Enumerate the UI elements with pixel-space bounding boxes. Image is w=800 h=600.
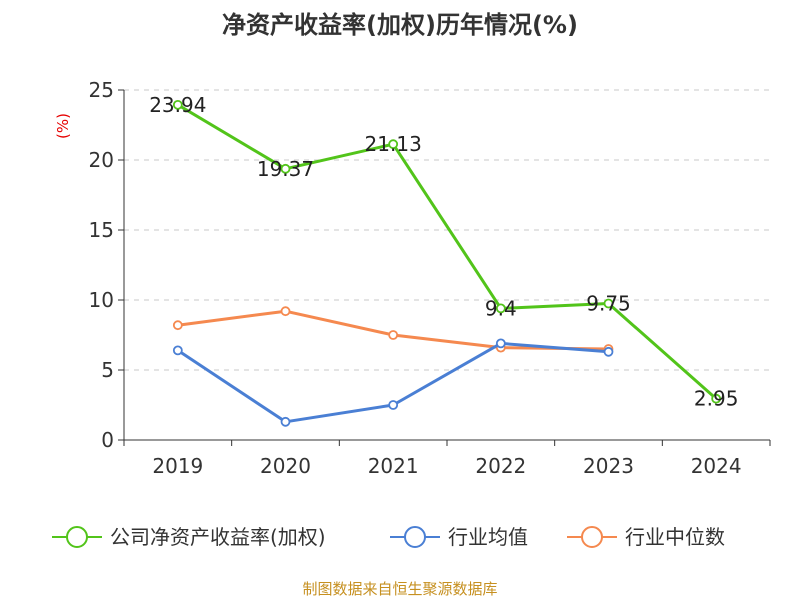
- legend-marker: [66, 526, 88, 548]
- data-label: 21.13: [365, 132, 422, 156]
- x-tick-label: 2019: [152, 454, 203, 478]
- y-axis-label: (%): [54, 113, 72, 139]
- data-label: 9.75: [586, 292, 631, 316]
- data-point: [172, 345, 183, 356]
- data-point: [711, 393, 722, 404]
- grid: [124, 89, 770, 371]
- y-tick-label: 15: [89, 218, 114, 242]
- data-point: [388, 400, 399, 410]
- legend-marker: [404, 526, 426, 548]
- chart-title: 净资产收益率(加权)历年情况(%): [222, 11, 578, 39]
- x-tick-label: 2021: [368, 454, 419, 478]
- data-point: [172, 320, 183, 331]
- y-tick-label: 20: [89, 148, 114, 172]
- series: [172, 99, 722, 427]
- y-tick-label: 10: [89, 288, 114, 312]
- legend-label: 公司净资产收益率(加权): [110, 525, 326, 549]
- data-point: [388, 139, 399, 150]
- data-point: [172, 99, 183, 110]
- x-tick-label: 2020: [260, 454, 311, 478]
- legend-item-0[interactable]: 公司净资产收益率(加权): [52, 525, 326, 549]
- series-line: [177, 103, 718, 400]
- data-label: 19.37: [257, 157, 314, 181]
- data-label: 23.94: [149, 93, 206, 117]
- series-line: [177, 341, 609, 424]
- legend-label: 行业中位数: [625, 525, 725, 549]
- data-point: [280, 306, 291, 317]
- data-label: 9.4: [485, 296, 517, 320]
- data-point: [603, 346, 614, 357]
- legend-marker: [581, 526, 603, 548]
- data-point: [603, 298, 614, 309]
- data-label: 2.95: [694, 387, 739, 411]
- x-tick-label: 2023: [583, 454, 634, 478]
- legend[interactable]: 公司净资产收益率(加权) 行业均值 行业中位数: [52, 525, 725, 549]
- data-point: [280, 416, 291, 427]
- data-labels: 23.94 19.37 21.13 9.4 9.75 2.95: [149, 93, 738, 411]
- legend-item-1[interactable]: 行业均值: [390, 525, 528, 549]
- data-point: [388, 330, 399, 340]
- y-tick-label: 5: [101, 358, 114, 382]
- data-point: [280, 163, 291, 174]
- series-2: [172, 306, 614, 354]
- x-tick-label: 2024: [691, 454, 742, 478]
- legend-item-2[interactable]: 行业中位数: [567, 525, 725, 549]
- x-tick-label: 2022: [475, 454, 526, 478]
- data-point: [495, 338, 506, 349]
- legend-label: 行业均值: [448, 525, 528, 549]
- y-tick-label: 0: [101, 428, 114, 452]
- axes: 0 5 10 15 20 25 2019 2020 2021 2022 2023 2024: [89, 78, 771, 478]
- y-tick-label: 25: [89, 78, 114, 102]
- series-1: [172, 338, 614, 427]
- series-0: [172, 99, 722, 404]
- source-note: 制图数据来自恒生聚源数据库: [302, 580, 497, 598]
- data-point: [495, 303, 506, 314]
